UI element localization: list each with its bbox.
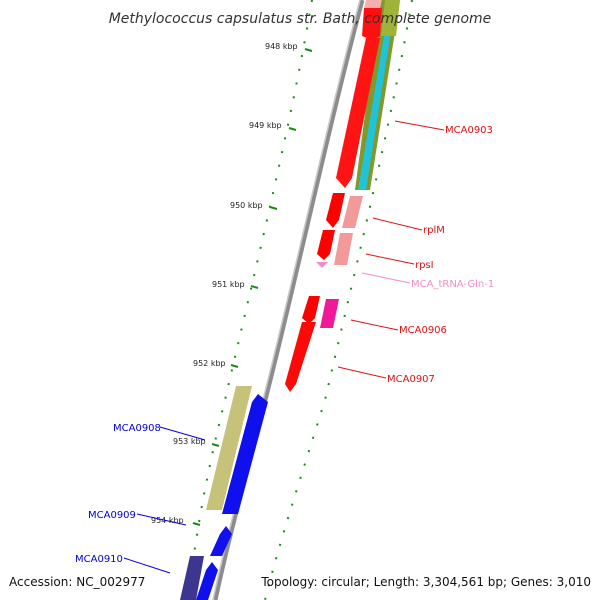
tick-label-953: 953 kbp	[173, 437, 206, 446]
tick-label-950: 950 kbp	[230, 201, 263, 210]
trna-gln-1[interactable]	[316, 262, 328, 268]
leader-mca0909	[136, 513, 187, 526]
cds-track-cyan[interactable]	[358, 0, 396, 190]
leader-rplm	[372, 217, 423, 231]
cds-mca0903-arrow[interactable]	[336, 38, 380, 188]
cds-rpsi-pink[interactable]	[334, 233, 353, 265]
cds-rplm-pink[interactable]	[342, 196, 363, 228]
cds-mca0910-blue[interactable]	[196, 562, 218, 600]
leader-mca0903	[394, 120, 445, 131]
cds-mca0907[interactable]	[285, 322, 316, 392]
gene-label-rplm[interactable]: rplM	[423, 225, 445, 236]
cds-rpsi-red[interactable]	[317, 230, 335, 260]
cds-mca0903-pale[interactable]	[364, 0, 382, 8]
gene-label-mca0909[interactable]: MCA0909	[88, 510, 136, 521]
topology-text: Topology: circular; Length: 3,304,561 bp…	[260, 575, 591, 589]
gene-label-trna-gln-1[interactable]: MCA_tRNA-Gln-1	[411, 279, 494, 290]
tick-label-948: 948 kbp	[265, 42, 298, 51]
gene-label-mca0907[interactable]: MCA0907	[387, 374, 435, 385]
tick-label-949: 949 kbp	[249, 121, 282, 130]
cds-mca0908-olive[interactable]	[206, 386, 252, 510]
tick-948	[304, 48, 313, 52]
tick-951	[250, 285, 259, 289]
cds-track-olive-top[interactable]	[381, 0, 400, 36]
gene-label-mca0908[interactable]: MCA0908	[113, 423, 161, 434]
tick-952	[230, 364, 239, 368]
leader-trna	[361, 272, 411, 284]
tick-949	[288, 127, 297, 131]
leader-rpsi	[365, 253, 415, 265]
backbone-line	[212, 0, 365, 600]
gene-label-mca0910[interactable]: MCA0910	[75, 554, 123, 565]
major-ticks	[192, 48, 313, 526]
tick-label-952: 952 kbp	[193, 359, 226, 368]
cds-mca0906-red[interactable]	[302, 296, 320, 324]
leader-mca0910	[123, 557, 171, 574]
leader-lines	[123, 120, 445, 574]
cds-rplm-red[interactable]	[326, 193, 345, 228]
cds-mca0909-blue[interactable]	[210, 526, 232, 556]
tick-ring-outer	[264, 0, 413, 600]
leader-mca0907	[337, 366, 387, 379]
leader-mca0908	[159, 426, 206, 441]
gene-label-mca0906[interactable]: MCA0906	[399, 325, 447, 336]
cds-mca0906-magenta[interactable]	[320, 299, 339, 328]
tick-950	[269, 206, 278, 210]
tick-953	[211, 443, 220, 447]
leader-mca0906	[350, 319, 399, 331]
tick-label-951: 951 kbp	[212, 280, 245, 289]
cds-mca0908-blue[interactable]	[222, 394, 268, 514]
gene-label-rpsi[interactable]: rpsI	[415, 260, 434, 271]
tick-954	[192, 522, 201, 526]
cds-mca0910-purple[interactable]	[180, 556, 204, 600]
backbone-line-highlight	[212, 0, 361, 600]
cds-mca0903-head[interactable]	[362, 8, 382, 40]
accession-text: Accession: NC_002977	[9, 575, 145, 589]
map-title: Methylococcus capsulatus str. Bath, comp…	[109, 11, 492, 27]
gene-label-mca0903[interactable]: MCA0903	[445, 125, 493, 136]
